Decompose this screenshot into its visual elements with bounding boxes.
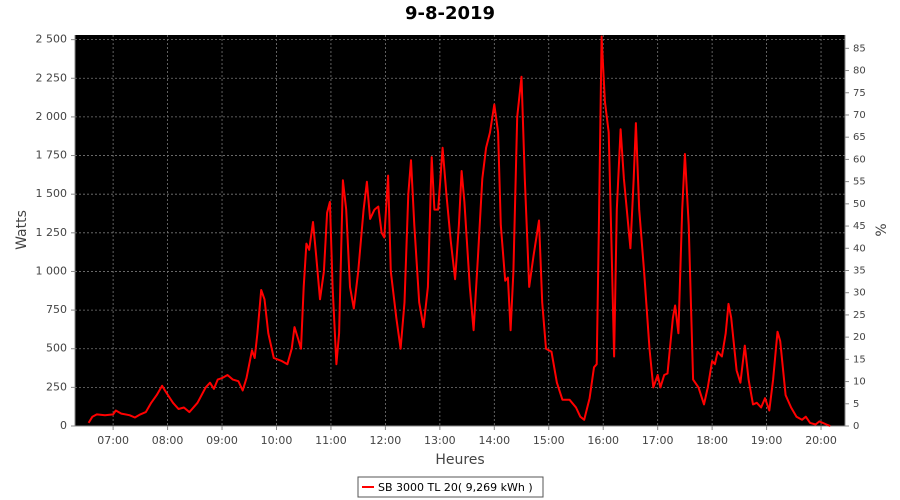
y2-tick-label: 40	[853, 243, 866, 254]
x-tick-label: 20:00	[805, 434, 837, 447]
y2-tick-label: 5	[853, 399, 859, 410]
y2-tick-label: 85	[853, 43, 866, 54]
legend-label: SB 3000 TL 20( 9,269 kWh )	[378, 481, 533, 494]
y2-tick-label: 0	[853, 421, 859, 432]
y2-tick-label: 35	[853, 265, 866, 276]
y-tick-label: 1 000	[36, 264, 68, 277]
y2-tick-label: 10	[853, 377, 866, 388]
x-tick-label: 16:00	[587, 434, 619, 447]
y2-tick-label: 30	[853, 288, 866, 299]
x-tick-label: 10:00	[261, 434, 293, 447]
chart-title: 9-8-2019	[405, 3, 495, 24]
y2-tick-label: 25	[853, 310, 866, 321]
y2-tick-label: 80	[853, 66, 866, 77]
y-tick-label: 2 250	[36, 71, 68, 84]
x-tick-label: 13:00	[424, 434, 456, 447]
x-tick-label: 07:00	[97, 434, 129, 447]
y-tick-label: 1 500	[36, 187, 68, 200]
y2-tick-label: 45	[853, 221, 866, 232]
data-line	[87, 35, 831, 427]
x-tick-label: 19:00	[751, 434, 783, 447]
y-tick-label: 2 500	[36, 33, 68, 46]
x-tick-label: 09:00	[206, 434, 238, 447]
y-tick-label: 750	[46, 303, 67, 316]
y2-tick-label: 65	[853, 132, 866, 143]
y2-tick-label: 50	[853, 199, 866, 210]
x-tick-label: 18:00	[696, 434, 728, 447]
y2-tick-label: 60	[853, 154, 866, 165]
y-tick-label: 500	[46, 342, 67, 355]
x-tick-label: 12:00	[370, 434, 402, 447]
y2-tick-label: 70	[853, 110, 866, 121]
legend-box	[357, 476, 544, 498]
y2-tick-label: 15	[853, 354, 866, 365]
y-tick-label: 1 750	[36, 149, 68, 162]
y2-tick-label: 75	[853, 88, 866, 99]
x-tick-label: 15:00	[533, 434, 565, 447]
y2-tick-label: 55	[853, 177, 866, 188]
y-tick-label: 2 000	[36, 110, 68, 123]
x-tick-label: 14:00	[478, 434, 510, 447]
x-axis-label: Heures	[435, 452, 484, 468]
y2-axis-label: %	[874, 223, 890, 236]
y2-tick-label: 20	[853, 332, 866, 343]
y-tick-label: 250	[46, 380, 67, 393]
x-tick-label: 17:00	[642, 434, 674, 447]
x-tick-label: 08:00	[152, 434, 184, 447]
y-tick-label: 0	[60, 419, 67, 432]
plot-area	[75, 35, 845, 426]
y-tick-label: 1 250	[36, 226, 68, 239]
y-axis-label: Watts	[14, 210, 30, 250]
x-tick-label: 11:00	[315, 434, 347, 447]
